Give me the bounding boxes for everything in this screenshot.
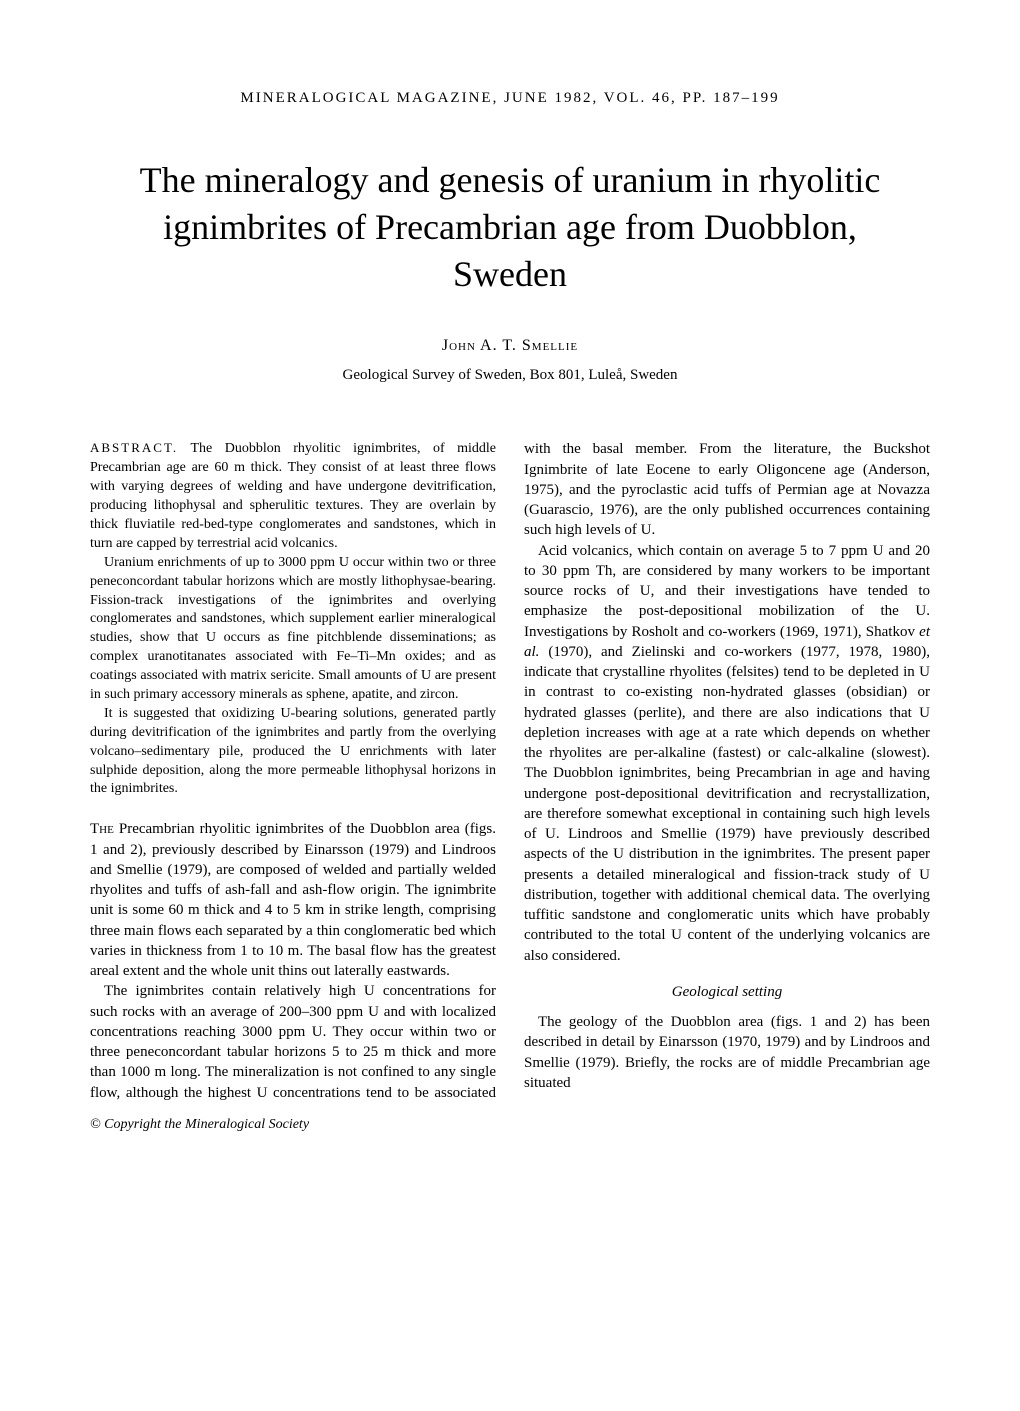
copyright-notice: © Copyright the Mineralogical Society [90,1117,930,1133]
author-line: John A. T. Smellie [90,337,930,355]
section-p1: The geology of the Duobblon area (figs. … [524,1012,930,1093]
spacer [90,799,496,819]
article-title: The mineralogy and genesis of uranium in… [90,157,930,297]
abstract-p1: The Duobblon rhyolitic ignimbrites, of m… [90,441,496,550]
body-lead-word: The [90,821,114,837]
abstract-block: ABSTRACT. The Duobblon rhyolitic ignimbr… [90,439,496,799]
body-p3a: Acid volcanics, which contain on average… [524,543,930,640]
abstract-p3: It is suggested that oxidizing U-bearing… [90,705,496,799]
author-affiliation: Geological Survey of Sweden, Box 801, Lu… [90,367,930,384]
abstract-p2: Uranium enrichments of up to 3000 ppm U … [90,554,496,705]
abstract-label: ABSTRACT. [90,440,178,455]
journal-header: MINERALOGICAL MAGAZINE, JUNE 1982, VOL. … [90,90,930,107]
body-p1: Precambrian rhyolitic ignimbrites of the… [90,821,496,979]
article-body-columns: ABSTRACT. The Duobblon rhyolitic ignimbr… [90,439,930,1102]
body-p3b: (1970), and Zielinski and co-workers (19… [524,644,930,964]
section-heading-geological-setting: Geological setting [524,982,930,1002]
author-name: John A. T. Smellie [442,337,578,354]
